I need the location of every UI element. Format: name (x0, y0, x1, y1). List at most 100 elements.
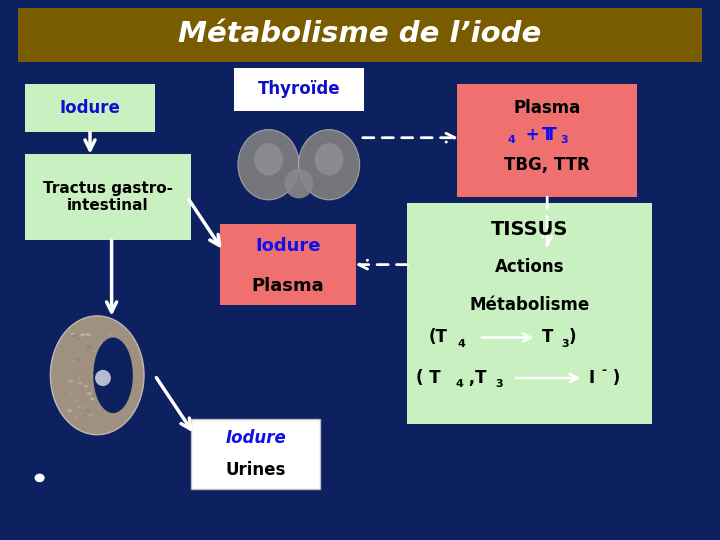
Ellipse shape (71, 333, 76, 335)
Ellipse shape (35, 474, 45, 482)
Ellipse shape (109, 407, 113, 408)
Text: T: T (542, 328, 554, 347)
Text: (T: (T (428, 328, 447, 347)
Ellipse shape (83, 415, 87, 417)
Ellipse shape (84, 335, 87, 337)
Ellipse shape (76, 406, 81, 408)
Text: Thyroïde: Thyroïde (258, 80, 340, 98)
Ellipse shape (106, 340, 112, 343)
Text: 4: 4 (455, 380, 463, 389)
Ellipse shape (84, 368, 86, 369)
Ellipse shape (114, 405, 119, 408)
Ellipse shape (91, 369, 94, 370)
Ellipse shape (75, 416, 78, 418)
Text: + T: + T (520, 126, 557, 144)
Ellipse shape (107, 362, 112, 365)
Ellipse shape (93, 350, 96, 352)
Ellipse shape (84, 386, 88, 388)
Ellipse shape (107, 352, 109, 353)
Ellipse shape (86, 409, 91, 411)
Ellipse shape (77, 382, 83, 384)
FancyBboxPatch shape (191, 418, 320, 489)
Ellipse shape (89, 414, 93, 416)
Text: I: I (589, 369, 595, 387)
Ellipse shape (102, 356, 107, 359)
Ellipse shape (84, 333, 91, 336)
Text: Iodure: Iodure (225, 429, 286, 448)
Ellipse shape (70, 393, 73, 395)
FancyBboxPatch shape (25, 154, 191, 240)
Ellipse shape (94, 390, 99, 393)
Ellipse shape (315, 143, 343, 176)
FancyBboxPatch shape (220, 224, 356, 305)
Ellipse shape (86, 367, 89, 368)
Text: Plasma: Plasma (252, 277, 324, 295)
Ellipse shape (102, 387, 104, 388)
Ellipse shape (78, 377, 80, 379)
Ellipse shape (72, 334, 78, 337)
Ellipse shape (102, 376, 107, 379)
Ellipse shape (112, 404, 114, 406)
Text: Urines: Urines (225, 461, 286, 479)
Ellipse shape (94, 338, 133, 413)
Text: -: - (601, 364, 606, 377)
FancyBboxPatch shape (25, 84, 155, 132)
Text: Métabolisme: Métabolisme (469, 296, 590, 314)
Ellipse shape (87, 393, 92, 395)
Ellipse shape (75, 401, 77, 402)
Text: TBG, TTR: TBG, TTR (504, 156, 590, 174)
Ellipse shape (105, 379, 109, 381)
Ellipse shape (117, 398, 119, 399)
Text: Tractus gastro-
intestinal: Tractus gastro- intestinal (43, 181, 173, 213)
Text: Plasma: Plasma (513, 99, 581, 117)
Ellipse shape (95, 370, 111, 386)
Text: 3: 3 (495, 380, 503, 389)
Ellipse shape (116, 379, 119, 380)
Ellipse shape (89, 347, 91, 349)
Ellipse shape (95, 380, 98, 381)
Ellipse shape (298, 130, 360, 200)
Ellipse shape (80, 333, 86, 336)
Ellipse shape (116, 361, 121, 365)
Text: ( T: ( T (416, 369, 441, 387)
Ellipse shape (50, 316, 144, 435)
Text: 4: 4 (508, 136, 516, 145)
Ellipse shape (99, 342, 102, 343)
FancyBboxPatch shape (407, 202, 652, 424)
Ellipse shape (91, 375, 98, 377)
Ellipse shape (81, 337, 84, 339)
Text: Métabolisme de l’iode: Métabolisme de l’iode (179, 20, 541, 48)
Ellipse shape (103, 407, 107, 409)
Text: 4: 4 (457, 339, 465, 349)
Ellipse shape (74, 358, 79, 361)
Ellipse shape (108, 334, 112, 336)
Ellipse shape (107, 355, 112, 357)
Ellipse shape (90, 398, 94, 400)
Text: Iodure: Iodure (60, 99, 120, 117)
Ellipse shape (110, 362, 116, 365)
Ellipse shape (85, 406, 88, 407)
Ellipse shape (102, 369, 107, 372)
Text: TISSUS: TISSUS (490, 220, 568, 239)
Ellipse shape (104, 379, 108, 381)
Text: ,T: ,T (463, 369, 487, 387)
Text: T: T (541, 126, 553, 144)
Ellipse shape (76, 375, 78, 376)
Ellipse shape (100, 367, 104, 369)
Ellipse shape (107, 379, 113, 382)
Ellipse shape (73, 360, 76, 361)
Text: 3: 3 (562, 339, 570, 349)
Text: ): ) (569, 328, 576, 347)
Text: ): ) (607, 369, 620, 387)
Ellipse shape (102, 379, 107, 382)
Ellipse shape (254, 143, 283, 176)
Ellipse shape (238, 130, 300, 200)
Ellipse shape (104, 390, 109, 393)
Text: 3: 3 (560, 136, 568, 145)
Text: Iodure: Iodure (256, 237, 320, 255)
Ellipse shape (284, 168, 313, 199)
Ellipse shape (81, 337, 84, 339)
Ellipse shape (68, 379, 74, 382)
FancyBboxPatch shape (457, 84, 637, 197)
FancyBboxPatch shape (18, 8, 702, 62)
